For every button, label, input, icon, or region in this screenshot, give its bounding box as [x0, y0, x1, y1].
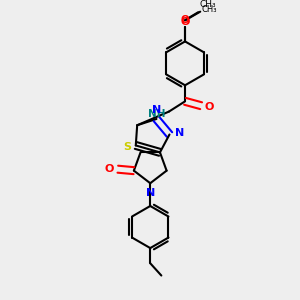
Text: O: O [104, 164, 114, 174]
Text: O: O [181, 15, 189, 26]
Text: NH: NH [148, 109, 166, 119]
Text: O: O [205, 102, 214, 112]
Text: O: O [180, 16, 190, 26]
Text: N: N [152, 106, 162, 116]
Text: N: N [175, 128, 184, 138]
Text: N: N [146, 188, 155, 198]
Text: CH₃: CH₃ [201, 5, 217, 14]
Text: S: S [123, 142, 131, 152]
Text: CH₃: CH₃ [199, 0, 216, 9]
